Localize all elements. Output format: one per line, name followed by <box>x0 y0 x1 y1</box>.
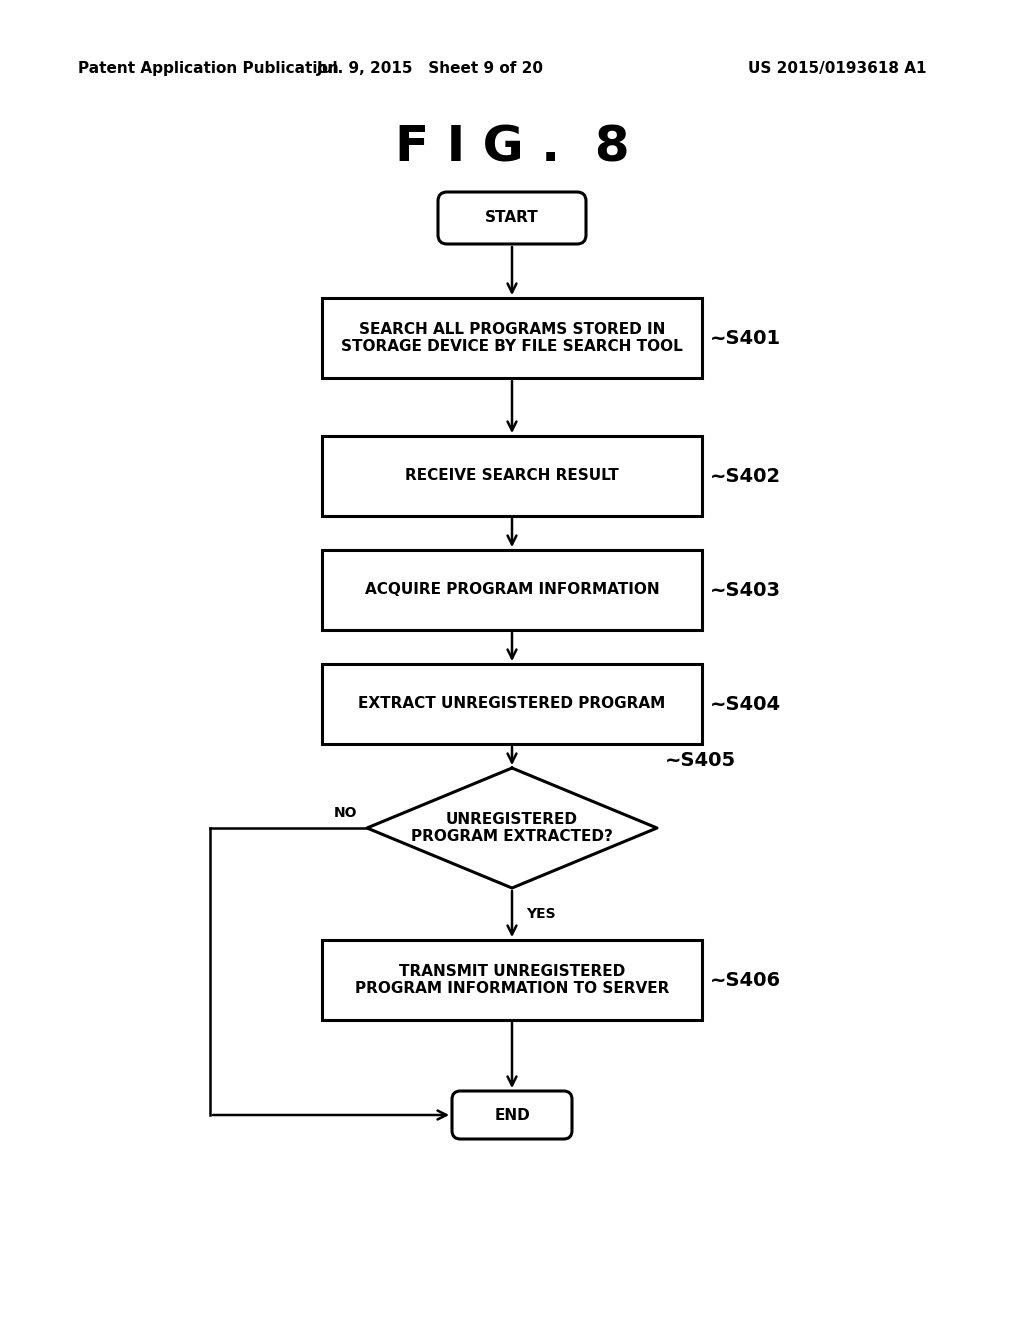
Bar <box>322 298 702 378</box>
Text: UNREGISTERED
PROGRAM EXTRACTED?: UNREGISTERED PROGRAM EXTRACTED? <box>411 812 613 845</box>
Bar <box>322 940 702 1020</box>
Text: ~S401: ~S401 <box>710 329 781 347</box>
Text: ~S403: ~S403 <box>710 581 781 599</box>
Text: SEARCH ALL PROGRAMS STORED IN
STORAGE DEVICE BY FILE SEARCH TOOL: SEARCH ALL PROGRAMS STORED IN STORAGE DE… <box>341 322 683 354</box>
Text: ~S406: ~S406 <box>710 970 781 990</box>
Text: RECEIVE SEARCH RESULT: RECEIVE SEARCH RESULT <box>406 469 618 483</box>
Bar <box>322 664 702 744</box>
Text: ~S405: ~S405 <box>665 751 736 770</box>
Text: TRANSMIT UNREGISTERED
PROGRAM INFORMATION TO SERVER: TRANSMIT UNREGISTERED PROGRAM INFORMATIO… <box>354 964 670 997</box>
Text: END: END <box>495 1107 529 1122</box>
Text: US 2015/0193618 A1: US 2015/0193618 A1 <box>748 61 927 75</box>
Bar <box>322 436 702 516</box>
Text: NO: NO <box>334 807 357 820</box>
Text: ~S402: ~S402 <box>710 466 781 486</box>
Text: YES: YES <box>526 907 556 921</box>
Text: START: START <box>485 210 539 226</box>
Text: ~S404: ~S404 <box>710 694 781 714</box>
FancyBboxPatch shape <box>438 191 586 244</box>
Text: Patent Application Publication: Patent Application Publication <box>78 61 339 75</box>
Text: ACQUIRE PROGRAM INFORMATION: ACQUIRE PROGRAM INFORMATION <box>365 582 659 598</box>
Bar <box>322 550 702 630</box>
Text: F I G .  8: F I G . 8 <box>394 124 630 172</box>
Text: Jul. 9, 2015   Sheet 9 of 20: Jul. 9, 2015 Sheet 9 of 20 <box>316 61 544 75</box>
Text: EXTRACT UNREGISTERED PROGRAM: EXTRACT UNREGISTERED PROGRAM <box>358 697 666 711</box>
FancyBboxPatch shape <box>452 1092 572 1139</box>
